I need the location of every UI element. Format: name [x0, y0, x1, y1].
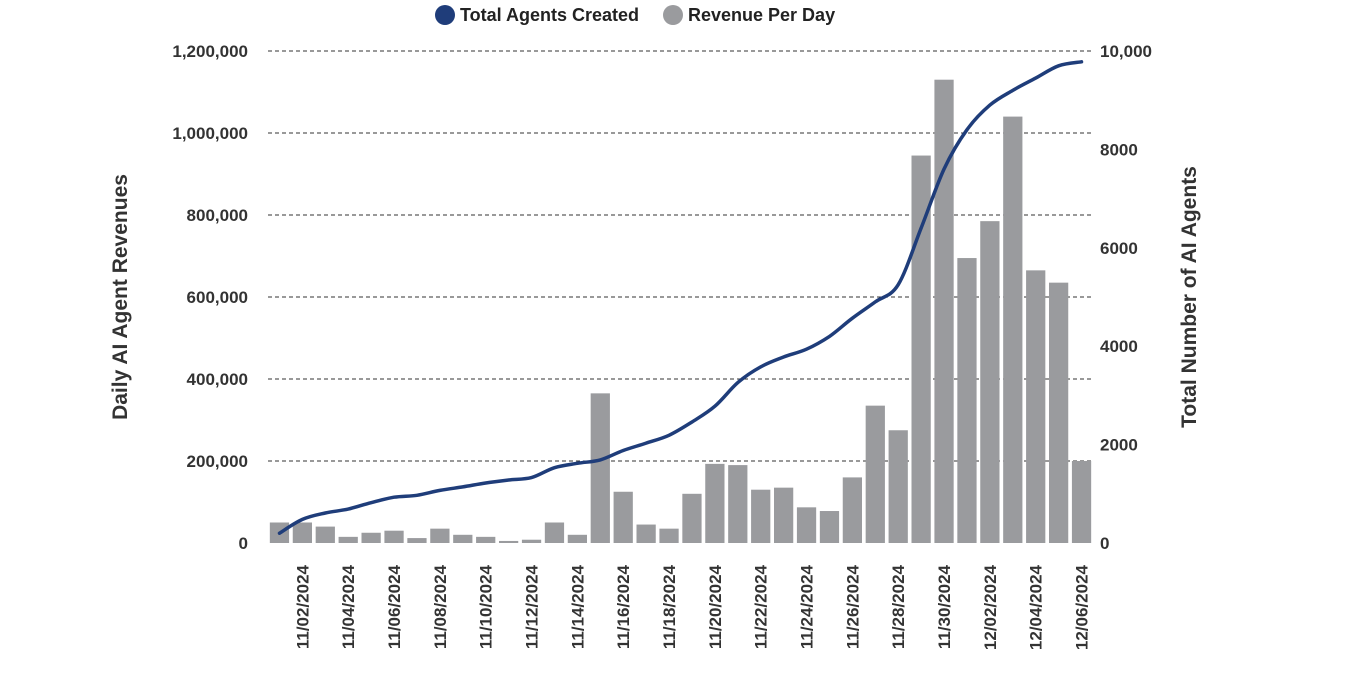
x-axis-tick-label: 11/24/2024: [798, 564, 817, 649]
x-axis-tick-label: 11/26/2024: [843, 564, 862, 649]
left-axis-tick-label: 400,000: [187, 370, 248, 389]
revenue-bar: [567, 534, 587, 543]
revenue-bar: [476, 536, 496, 543]
right-axis-tick-label: 6000: [1100, 239, 1138, 258]
legend-bar-marker: [663, 5, 683, 25]
left-axis-tick-label: 600,000: [187, 288, 248, 307]
right-axis-tick-label: 0: [1100, 534, 1109, 553]
revenue-bar: [934, 79, 954, 543]
x-axis-tick-label: 12/04/2024: [1027, 564, 1046, 650]
revenue-bar: [774, 487, 794, 543]
left-axis-tick-label: 1,000,000: [172, 124, 248, 143]
legend-line-marker: [435, 5, 455, 25]
revenue-bar: [636, 524, 656, 543]
revenue-bar: [338, 536, 358, 543]
revenue-bar: [819, 511, 840, 543]
revenue-bar: [430, 528, 450, 543]
revenue-bar: [659, 528, 679, 543]
right-axis-ticks: 0 2000 4000 6000 8000 10,000: [1100, 42, 1152, 553]
x-axis-tick-label: 12/06/2024: [1073, 564, 1092, 650]
x-axis-tick-label: 11/06/2024: [385, 564, 404, 649]
revenue-bar: [751, 489, 771, 543]
revenue-bar: [361, 532, 381, 543]
left-axis-tick-label: 1,200,000: [172, 42, 248, 61]
revenue-bar: [911, 155, 931, 544]
revenue-bar: [842, 477, 862, 543]
left-axis-title: Daily AI Agent Revenues: [109, 174, 132, 420]
legend-label-revenue: Revenue Per Day: [688, 5, 835, 25]
legend: Total Agents Created Revenue Per Day: [435, 5, 835, 25]
revenue-bar: [1003, 116, 1023, 543]
left-axis-tick-label: 800,000: [187, 206, 248, 225]
revenue-bar: [980, 221, 1000, 543]
right-axis-tick-label: 10,000: [1100, 42, 1152, 61]
right-axis-tick-label: 2000: [1100, 436, 1138, 455]
revenue-bar: [865, 405, 885, 543]
x-axis-tick-label: 11/22/2024: [752, 564, 771, 649]
x-axis-tick-label: 11/18/2024: [660, 564, 679, 649]
legend-label-total-agents: Total Agents Created: [460, 5, 639, 25]
revenue-bar: [957, 258, 977, 543]
left-axis-tick-label: 0: [239, 534, 248, 553]
revenue-bar: [453, 534, 473, 543]
agents-line: [277, 60, 1084, 535]
revenue-bar: [682, 493, 702, 543]
revenue-bar: [292, 522, 312, 543]
x-axis-tick-label: 11/12/2024: [523, 564, 542, 649]
revenue-bar: [796, 507, 817, 543]
x-axis-tick-label: 11/30/2024: [935, 564, 954, 649]
revenue-bar: [315, 526, 335, 543]
agents-line-group: [277, 60, 1084, 535]
x-axis-tick-label: 11/02/2024: [293, 564, 312, 649]
x-axis-tick-label: 11/14/2024: [568, 564, 587, 649]
revenue-bar: [705, 463, 725, 543]
revenue-bar: [1049, 282, 1069, 543]
x-axis-tick-label: 11/04/2024: [339, 564, 358, 649]
revenue-bar: [407, 538, 427, 543]
revenue-bar: [613, 491, 633, 543]
left-axis-ticks: 0 200,000 400,000 600,000 800,000 1,000,000 1,…: [172, 42, 248, 553]
x-axis-tick-label: 11/08/2024: [431, 564, 450, 649]
revenue-bars: [269, 79, 1092, 544]
x-axis-tick-label: 11/28/2024: [889, 564, 908, 649]
revenue-bar: [544, 522, 565, 543]
x-axis-tick-label: 12/02/2024: [981, 564, 1000, 650]
revenue-bar: [590, 393, 610, 543]
revenue-bar: [499, 540, 519, 543]
right-axis-tick-label: 8000: [1100, 140, 1138, 159]
left-axis-tick-label: 200,000: [187, 452, 248, 471]
revenue-bar: [728, 465, 748, 543]
x-axis-tick-label: 11/16/2024: [614, 564, 633, 649]
revenue-bar: [521, 539, 542, 543]
right-axis-title: Total Number of AI Agents: [1178, 166, 1201, 428]
revenue-bar: [888, 430, 908, 543]
x-axis-tick-label: 11/20/2024: [706, 564, 725, 649]
revenue-bar: [1071, 461, 1092, 543]
revenue-bar: [384, 530, 404, 543]
gridlines: [268, 50, 1093, 462]
x-axis-ticks: 11/02/2024 11/04/2024 11/06/2024 11/08/2024…: [293, 564, 1091, 650]
right-axis-tick-label: 4000: [1100, 337, 1138, 356]
revenue-bar: [1026, 270, 1046, 543]
x-axis-tick-label: 11/10/2024: [477, 564, 496, 649]
